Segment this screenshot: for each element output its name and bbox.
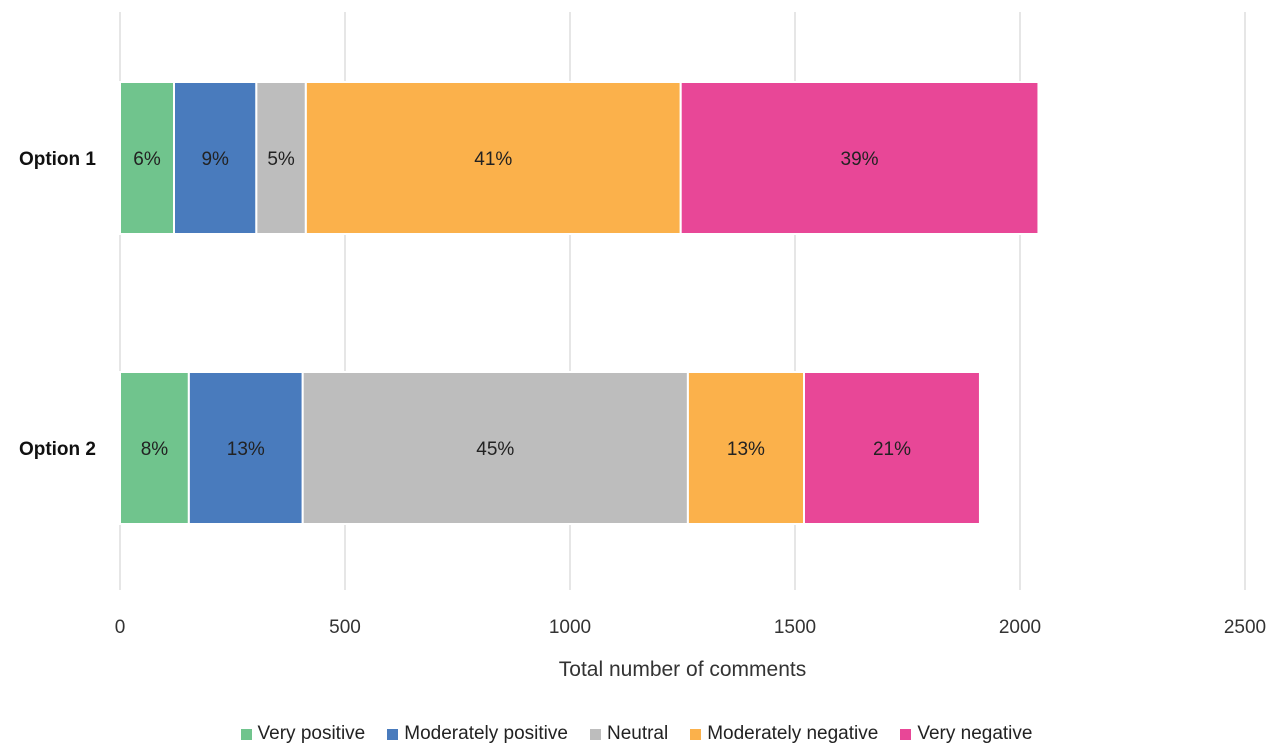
x-tick-label: 0 <box>115 617 126 638</box>
legend-label: Very positive <box>257 723 366 744</box>
bar-segment <box>686 371 806 525</box>
legend-swatch <box>900 728 912 740</box>
x-tick-label: 2500 <box>1224 617 1266 638</box>
legend-item: Moderately negative <box>690 723 878 745</box>
bar-segment <box>301 371 689 525</box>
legend-swatch <box>690 728 702 740</box>
bar-segment <box>187 371 304 525</box>
legend-label: Moderately positive <box>404 723 568 744</box>
legend-item: Neutral <box>589 723 669 745</box>
data-label: 5% <box>267 149 295 170</box>
x-axis-title: Total number of comments <box>559 658 806 681</box>
y-category-label: Option 2 <box>19 439 96 460</box>
data-label: 41% <box>474 149 512 170</box>
bar-segment <box>803 371 981 525</box>
x-tick-label: 1000 <box>549 617 591 638</box>
data-label: 45% <box>476 439 514 460</box>
legend-swatch <box>589 728 601 740</box>
legend: Very positive Moderately positive Neutral M… <box>0 722 1273 746</box>
legend-item: Very negative <box>900 723 1032 745</box>
legend-item: Very positive <box>240 723 366 745</box>
legend-swatch <box>387 728 399 740</box>
stacked-bar-chart: 0 500 1000 1500 2000 2500 Total number of comm… <box>19 12 1266 681</box>
data-label: 21% <box>873 439 911 460</box>
data-label: 13% <box>727 439 765 460</box>
legend-swatch <box>240 728 252 740</box>
legend-label: Moderately negative <box>707 723 879 744</box>
bar-segment <box>304 81 682 235</box>
bar-segment <box>119 371 190 525</box>
bar-segment <box>679 81 1040 235</box>
data-label: 9% <box>201 149 229 170</box>
legend-label: Neutral <box>606 723 669 744</box>
x-tick-label: 2000 <box>999 617 1041 638</box>
legend-item: Moderately positive <box>387 723 568 745</box>
legend-label: Very negative <box>917 723 1033 744</box>
data-label: 13% <box>227 439 265 460</box>
data-label: 39% <box>841 149 879 170</box>
data-label: 8% <box>141 439 169 460</box>
data-label: 6% <box>133 149 161 170</box>
x-tick-label: 500 <box>329 617 361 638</box>
y-category-label: Option 1 <box>19 149 96 170</box>
x-tick-label: 1500 <box>774 617 816 638</box>
bar-segment <box>119 81 175 235</box>
